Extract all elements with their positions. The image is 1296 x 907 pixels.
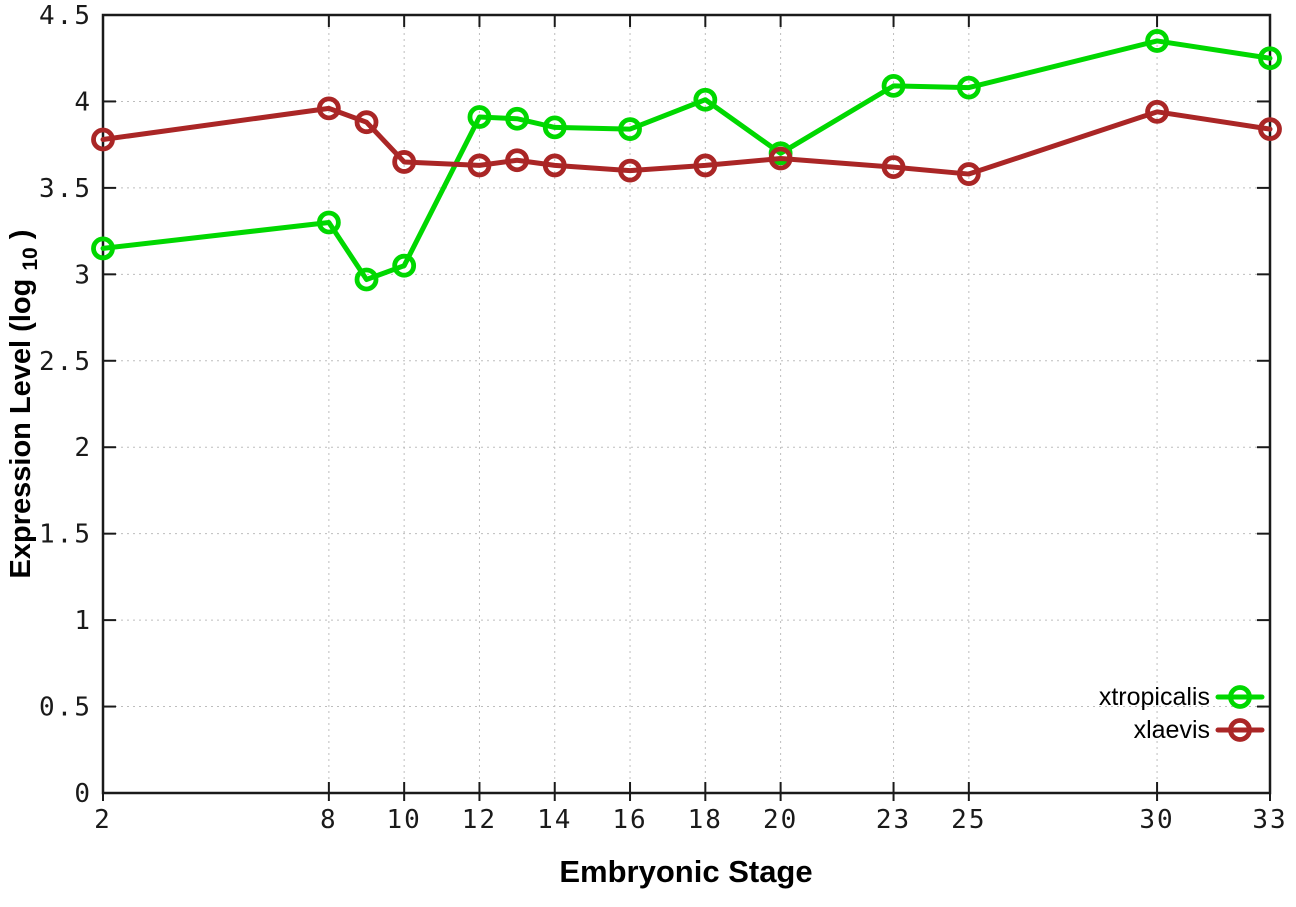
data-point-xlaevis-stage-2 — [91, 127, 115, 152]
tick-marks-layer — [102, 14, 1271, 801]
data-point-xlaevis-stage-12 — [467, 153, 492, 178]
x-tick-label: 33 — [1252, 805, 1287, 835]
data-point-xlaevis-stage-13 — [505, 148, 529, 173]
x-tick-label: 20 — [763, 805, 798, 835]
data-point-xtropicalis-stage-8 — [316, 210, 341, 235]
data-point-xtropicalis-stage-12 — [467, 105, 492, 129]
data-point-xtropicalis-stage-30 — [1145, 29, 1169, 53]
legend-entry-xtropicalis: xtropicalis — [1099, 683, 1265, 711]
data-point-xlaevis-stage-33 — [1258, 117, 1282, 142]
y-axis-title-close: ) — [5, 230, 37, 240]
legend-marker-xlaevis — [1228, 718, 1252, 742]
x-tick-label: 18 — [688, 805, 723, 835]
data-point-xtropicalis-stage-2 — [91, 236, 115, 261]
legend: xtropicalis xlaevis — [1099, 683, 1265, 744]
x-tick-label: 8 — [320, 805, 338, 835]
data-point-xlaevis-stage-18 — [693, 153, 718, 178]
x-tick-label: 30 — [1139, 805, 1174, 835]
data-series-layer — [91, 29, 1282, 292]
legend-entry-xlaevis: xlaevis — [1134, 716, 1265, 744]
axis-border-layer — [101, 13, 1272, 795]
data-point-xtropicalis-stage-18 — [693, 87, 718, 112]
plot-border — [101, 13, 1272, 795]
y-tick-label: 2.5 — [39, 347, 92, 377]
data-point-xlaevis-stage-30 — [1145, 99, 1169, 124]
x-tick-label: 14 — [537, 805, 572, 835]
y-axis-title-subscript: 10 — [19, 247, 42, 270]
y-axis-title: Expression Level (log 10 ) — [5, 230, 44, 579]
data-point-xtropicalis-stage-10 — [392, 253, 417, 278]
tick-labels-layer: 2 8 10 12 14 16 18 20 23 25 30 33 0 0.5 1 1.5 2 2.5 3 3.5 4 4… — [39, 1, 1287, 835]
y-axis-title-main: Expression Level (log — [5, 279, 37, 579]
x-tick-label: 2 — [94, 805, 112, 835]
grid-layer — [103, 15, 1270, 793]
legend-label-xtropicalis: xtropicalis — [1099, 683, 1210, 711]
x-tick-label: 16 — [612, 805, 647, 835]
data-point-xtropicalis-stage-33 — [1258, 46, 1282, 71]
data-point-xtropicalis-stage-25 — [956, 75, 981, 100]
data-point-xlaevis-stage-10 — [392, 150, 417, 174]
data-point-xtropicalis-stage-14 — [542, 115, 567, 140]
legend-marker-xtropicalis — [1228, 685, 1252, 709]
series-line-xtropicalis — [100, 38, 1273, 283]
series-line-xlaevis — [100, 105, 1273, 177]
data-point-xlaevis-stage-9 — [354, 110, 379, 135]
data-point-xtropicalis-stage-9 — [354, 267, 379, 292]
data-point-xtropicalis-stage-16 — [618, 117, 642, 142]
x-axis-title: Embryonic Stage — [559, 854, 812, 889]
y-tick-label: 4 — [74, 87, 92, 117]
y-tick-label: 3 — [74, 260, 92, 290]
data-point-xlaevis-stage-25 — [956, 162, 981, 186]
y-tick-label: 0.5 — [39, 693, 92, 723]
data-point-xlaevis-stage-20 — [768, 146, 793, 171]
data-point-xlaevis-stage-23 — [881, 155, 906, 180]
y-tick-label: 0 — [74, 779, 92, 809]
data-point-xlaevis-stage-8 — [316, 96, 341, 121]
series-xtropicalis — [91, 29, 1282, 292]
series-xlaevis — [91, 96, 1282, 186]
data-point-xtropicalis-stage-23 — [881, 73, 906, 98]
x-tick-label: 10 — [387, 805, 422, 835]
x-tick-label: 12 — [462, 805, 497, 835]
y-tick-label: 1.5 — [39, 520, 92, 550]
y-tick-label: 3.5 — [39, 174, 92, 204]
legend-label-xlaevis: xlaevis — [1134, 716, 1210, 744]
y-tick-label: 2 — [74, 433, 92, 463]
data-point-xlaevis-stage-16 — [618, 158, 642, 183]
y-tick-label: 1 — [74, 606, 92, 636]
data-point-xlaevis-stage-14 — [542, 153, 567, 178]
x-tick-label: 23 — [876, 805, 911, 835]
y-tick-label: 4.5 — [39, 1, 92, 31]
data-point-xtropicalis-stage-13 — [505, 106, 529, 131]
x-tick-label: 25 — [951, 805, 986, 835]
